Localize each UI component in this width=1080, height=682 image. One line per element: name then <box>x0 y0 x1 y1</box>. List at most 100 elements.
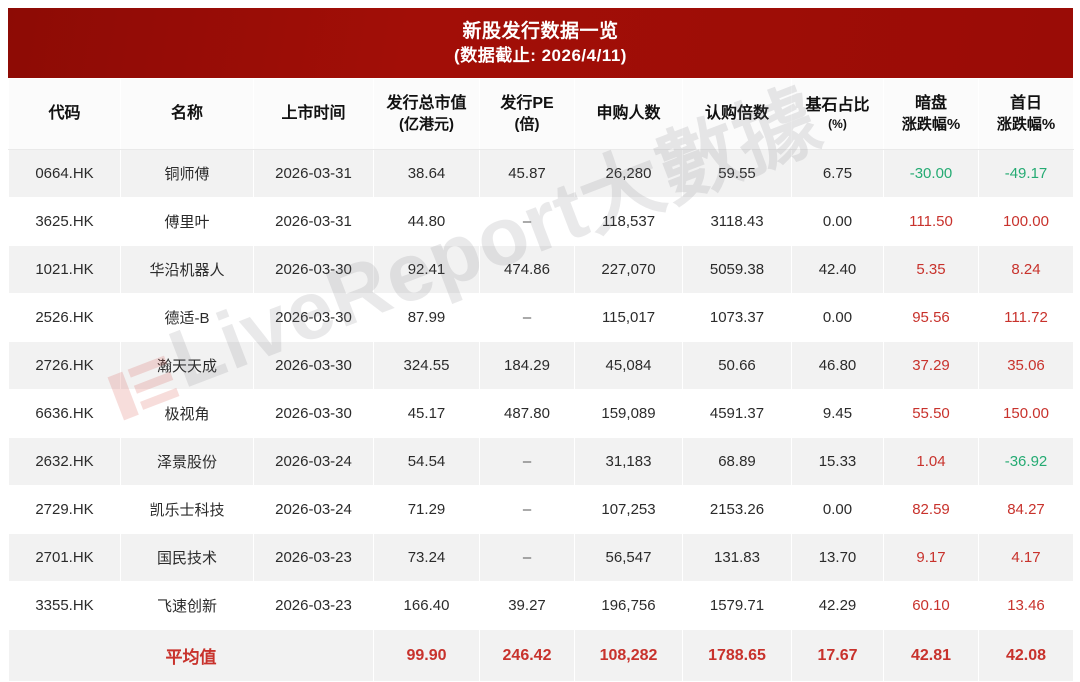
cell-code: 0664.HK <box>8 149 121 198</box>
column-header-code: 代码 <box>8 78 121 150</box>
cell-pe: – <box>479 437 575 486</box>
cell-cornerstone: 6.75 <box>791 149 884 198</box>
cell-cornerstone: 46.80 <box>791 341 884 390</box>
column-header-cornerstone: 基石占比 (%) <box>791 78 884 150</box>
cell-first-day: 150.00 <box>978 389 1074 438</box>
cell-list-date: 2026-03-31 <box>253 149 374 198</box>
column-header-list-date: 上市时间 <box>253 78 374 150</box>
cell-subs-ratio: 1073.37 <box>682 293 792 342</box>
cell-first-day: 4.17 <box>978 533 1074 582</box>
table-row: 2632.HK 泽景股份 2026-03-24 54.54–31,183 68.89 15… <box>8 437 1074 486</box>
cell-applicants: 26,280 <box>574 149 683 198</box>
cell-name: 极视角 <box>120 389 254 438</box>
cell-applicants: 56,547 <box>574 533 683 582</box>
column-header-name: 名称 <box>120 78 254 150</box>
cell-code: 1021.HK <box>8 245 121 294</box>
cell-name: 华沿机器人 <box>120 245 254 294</box>
table-header: 代码 名称 上市时间 发行总市值 (亿港元) 发行PE (倍) 申购人数 <box>8 78 1074 150</box>
cell-grey-market: 82.59 <box>883 485 979 534</box>
average-mktcap: 99.90 <box>373 629 480 682</box>
cell-subs-ratio: 131.83 <box>682 533 792 582</box>
cell-name: 泽景股份 <box>120 437 254 486</box>
table-row: 3355.HK 飞速创新 2026-03-23 166.40 39.27 196,756 1… <box>8 581 1074 630</box>
table-row: 6636.HK 极视角 2026-03-30 45.17 487.80 159,089 45… <box>8 389 1074 438</box>
cell-name: 瀚天天成 <box>120 341 254 390</box>
cell-list-date: 2026-03-31 <box>253 197 374 246</box>
ipo-data-table: 代码 名称 上市时间 发行总市值 (亿港元) 发行PE (倍) 申购人数 <box>8 78 1074 682</box>
table-body: 0664.HK 铜师傅 2026-03-31 38.64 45.87 26,280 59.5… <box>8 149 1074 682</box>
cell-grey-market: 95.56 <box>883 293 979 342</box>
cell-applicants: 31,183 <box>574 437 683 486</box>
header-row: 代码 名称 上市时间 发行总市值 (亿港元) 发行PE (倍) 申购人数 <box>8 78 1074 150</box>
cell-name: 铜师傅 <box>120 149 254 198</box>
average-cornerstone: 17.67 <box>791 629 884 682</box>
cell-applicants: 115,017 <box>574 293 683 342</box>
title-banner: 新股发行数据一览 (数据截止: 2026/4/11) <box>8 8 1073 78</box>
table-row: 2701.HK 国民技术 2026-03-23 73.24–56,547 131.83 1… <box>8 533 1074 582</box>
cell-list-date: 2026-03-30 <box>253 389 374 438</box>
cell-code: 3355.HK <box>8 581 121 630</box>
cell-first-day: 8.24 <box>978 245 1074 294</box>
average-label: 平均值 <box>8 629 374 682</box>
cell-code: 2701.HK <box>8 533 121 582</box>
cell-mktcap: 87.99 <box>373 293 480 342</box>
table-row: 2526.HK 德适-B 2026-03-30 87.99–115,017 1073.3… <box>8 293 1074 342</box>
cell-applicants: 118,537 <box>574 197 683 246</box>
average-applicants: 108,282 <box>574 629 683 682</box>
cell-list-date: 2026-03-23 <box>253 581 374 630</box>
average-pe: 246.42 <box>479 629 575 682</box>
column-header-grey-market: 暗盘 涨跌幅% <box>883 78 979 150</box>
cell-pe: 39.27 <box>479 581 575 630</box>
cell-cornerstone: 9.45 <box>791 389 884 438</box>
cell-first-day: -49.17 <box>978 149 1074 198</box>
cell-first-day: -36.92 <box>978 437 1074 486</box>
cell-subs-ratio: 59.55 <box>682 149 792 198</box>
cell-cornerstone: 0.00 <box>791 485 884 534</box>
cell-grey-market: -30.00 <box>883 149 979 198</box>
cell-subs-ratio: 68.89 <box>682 437 792 486</box>
cell-first-day: 35.06 <box>978 341 1074 390</box>
column-header-applicants: 申购人数 <box>574 78 683 150</box>
cell-name: 凯乐士科技 <box>120 485 254 534</box>
cell-pe: 45.87 <box>479 149 575 198</box>
cell-code: 2526.HK <box>8 293 121 342</box>
cell-cornerstone: 0.00 <box>791 293 884 342</box>
cell-pe: 184.29 <box>479 341 575 390</box>
table-row: 1021.HK 华沿机器人 2026-03-30 92.41 474.86 227,070… <box>8 245 1074 294</box>
cell-first-day: 13.46 <box>978 581 1074 630</box>
cell-grey-market: 111.50 <box>883 197 979 246</box>
cell-name: 德适-B <box>120 293 254 342</box>
cell-cornerstone: 42.29 <box>791 581 884 630</box>
cell-cornerstone: 15.33 <box>791 437 884 486</box>
cell-code: 3625.HK <box>8 197 121 246</box>
cell-pe: 487.80 <box>479 389 575 438</box>
cell-mktcap: 166.40 <box>373 581 480 630</box>
cell-code: 2729.HK <box>8 485 121 534</box>
cell-cornerstone: 13.70 <box>791 533 884 582</box>
cell-first-day: 111.72 <box>978 293 1074 342</box>
cell-name: 国民技术 <box>120 533 254 582</box>
cell-applicants: 45,084 <box>574 341 683 390</box>
average-first-day: 42.08 <box>978 629 1074 682</box>
cell-subs-ratio: 50.66 <box>682 341 792 390</box>
average-grey-market: 42.81 <box>883 629 979 682</box>
cell-applicants: 227,070 <box>574 245 683 294</box>
table-row: 3625.HK 傅里叶 2026-03-31 44.80–118,537 3118.43… <box>8 197 1074 246</box>
cell-pe: – <box>479 293 575 342</box>
table-row: 0664.HK 铜师傅 2026-03-31 38.64 45.87 26,280 59.5… <box>8 149 1074 198</box>
cell-mktcap: 71.29 <box>373 485 480 534</box>
cell-name: 傅里叶 <box>120 197 254 246</box>
cell-pe: – <box>479 197 575 246</box>
cell-applicants: 196,756 <box>574 581 683 630</box>
cell-code: 6636.HK <box>8 389 121 438</box>
column-header-mktcap: 发行总市值 (亿港元) <box>373 78 480 150</box>
cell-list-date: 2026-03-24 <box>253 485 374 534</box>
cell-mktcap: 324.55 <box>373 341 480 390</box>
cell-pe: 474.86 <box>479 245 575 294</box>
page-subtitle: (数据截止: 2026/4/11) <box>454 45 627 65</box>
cell-pe: – <box>479 485 575 534</box>
page-title: 新股发行数据一览 <box>462 21 619 43</box>
cell-list-date: 2026-03-30 <box>253 341 374 390</box>
column-header-subs-ratio: 认购倍数 <box>682 78 792 150</box>
cell-list-date: 2026-03-30 <box>253 293 374 342</box>
